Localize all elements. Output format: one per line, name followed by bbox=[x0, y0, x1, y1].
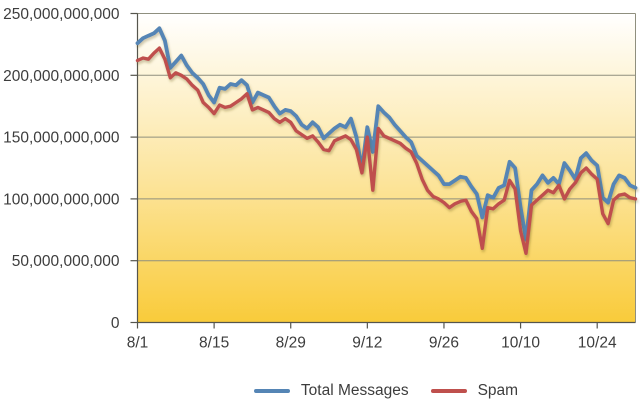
x-axis-label: 9/26 bbox=[429, 335, 459, 352]
chart-legend: Total Messages Spam bbox=[137, 378, 635, 404]
x-axis-label: 9/12 bbox=[352, 335, 382, 352]
y-axis-label: 0 bbox=[111, 315, 120, 332]
x-axis-label: 10/24 bbox=[578, 335, 617, 352]
plot-area bbox=[137, 13, 636, 323]
y-axis-label: 50,000,000,000 bbox=[12, 253, 120, 270]
spam-line bbox=[135, 46, 638, 256]
x-axis-label: 8/1 bbox=[127, 335, 149, 352]
y-axis-label: 250,000,000,000 bbox=[3, 6, 120, 23]
x-axis-label: 8/15 bbox=[199, 335, 229, 352]
y-axis-label: 150,000,000,000 bbox=[3, 130, 120, 147]
y-axis-label: 200,000,000,000 bbox=[3, 68, 120, 85]
legend-item-total-messages: Total Messages bbox=[253, 382, 409, 400]
legend-label-total-messages: Total Messages bbox=[300, 382, 409, 399]
x-axis-label: 10/10 bbox=[501, 335, 540, 352]
y-axis-label: 100,000,000,000 bbox=[3, 191, 120, 208]
spam-line-swatch bbox=[430, 388, 467, 394]
legend-label-spam: Spam bbox=[477, 382, 519, 399]
legend-item-spam: Spam bbox=[430, 382, 519, 400]
total-messages-line bbox=[135, 26, 638, 242]
x-axis-label: 8/29 bbox=[276, 335, 306, 352]
total-messages-line-swatch bbox=[253, 388, 290, 394]
